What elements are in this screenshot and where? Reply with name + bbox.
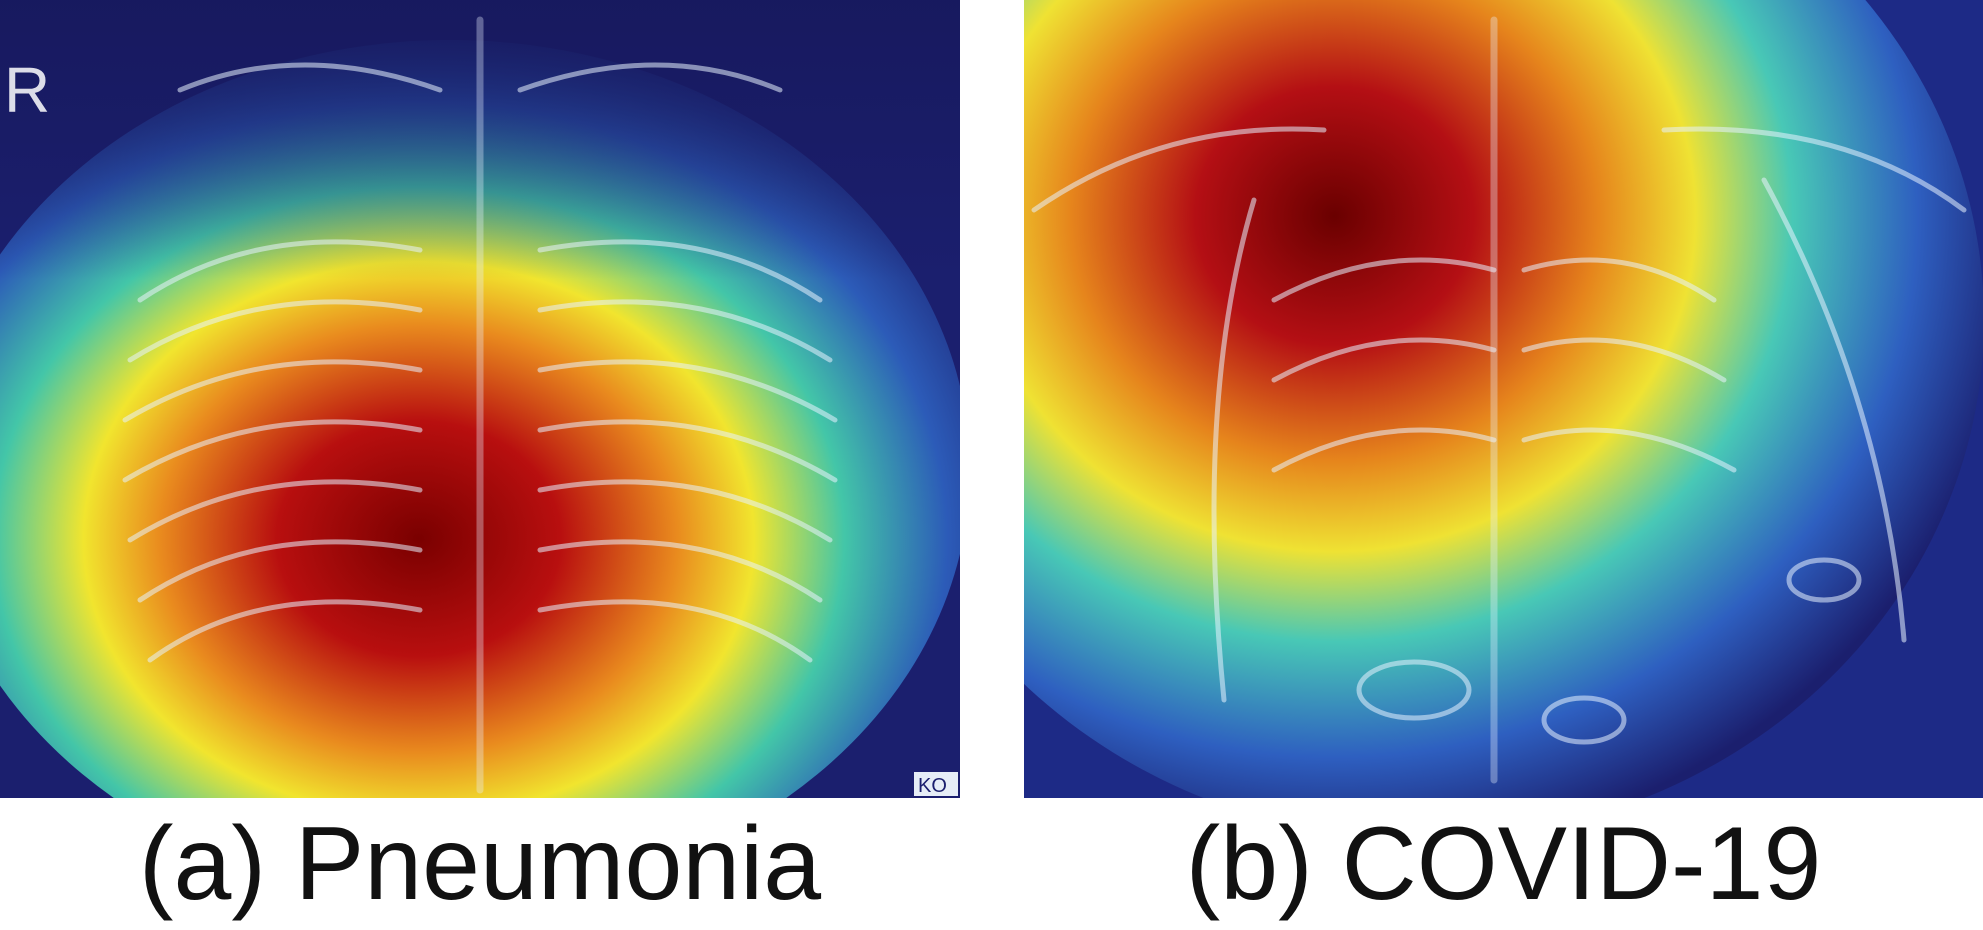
pneumonia-heatmap-panel: R KO (0, 0, 960, 798)
caption-covid-19: (b) COVID-19 (1185, 806, 1822, 922)
rib-lines (122, 16, 838, 794)
pneumonia-xray-heatmap: R KO (0, 0, 960, 798)
rib-lines (1031, 16, 1967, 784)
corner-tag-label: KO (918, 775, 947, 797)
orientation-marker: R (4, 54, 50, 126)
covid-xray-heatmap (1024, 0, 1983, 798)
corner-tag (914, 772, 958, 796)
caption-pneumonia: (a) Pneumonia (138, 806, 822, 922)
covid-heatmap-panel (1024, 0, 1983, 798)
